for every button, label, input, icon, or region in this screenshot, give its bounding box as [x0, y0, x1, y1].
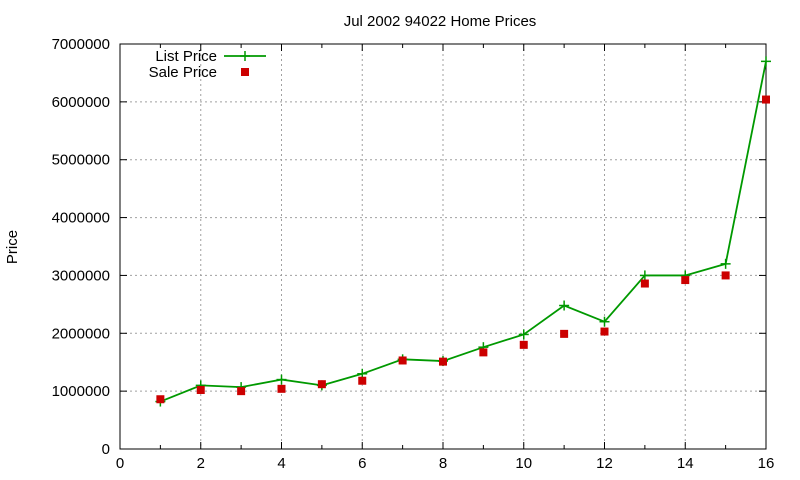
data-point	[358, 376, 367, 385]
data-point	[721, 271, 730, 280]
x-tick-label: 16	[758, 455, 775, 472]
y-tick-label: 2000000	[52, 325, 110, 342]
data-point	[599, 316, 610, 327]
data-point	[276, 374, 287, 385]
x-tick-label: 12	[596, 455, 613, 472]
y-tick-label: 4000000	[52, 210, 110, 227]
y-tick-label: 1000000	[52, 383, 110, 400]
x-tick-label: 2	[197, 455, 205, 472]
x-tick-label: 6	[358, 455, 366, 472]
series-list-price	[155, 56, 771, 407]
data-point	[720, 258, 731, 269]
series-layer	[155, 56, 771, 407]
x-tick-label: 10	[515, 455, 532, 472]
data-point	[639, 270, 650, 281]
y-tick-label: 6000000	[52, 94, 110, 111]
data-point	[156, 395, 165, 404]
x-tick-label: 8	[439, 455, 447, 472]
data-point	[518, 329, 529, 340]
grid	[120, 44, 766, 449]
data-point	[519, 340, 528, 349]
y-tick-label: 5000000	[52, 152, 110, 169]
plot-border	[119, 43, 767, 450]
legend-label: List Price	[155, 48, 217, 65]
series-line	[160, 61, 767, 403]
legend-swatch-marker	[241, 68, 249, 76]
data-point	[600, 327, 609, 336]
data-point	[317, 380, 326, 389]
x-tick-label: 14	[677, 455, 694, 472]
legend-label: Sale Price	[149, 64, 217, 81]
y-tick-label: 7000000	[52, 36, 110, 53]
axes: 0 1000000 2000000 3000000 4000000 5000000 6000…	[52, 36, 775, 472]
y-tick-label: 0	[102, 441, 110, 458]
y-axis-label: Price	[4, 230, 21, 264]
data-point	[196, 385, 205, 394]
data-point	[479, 348, 488, 357]
data-point	[398, 356, 407, 365]
data-point	[439, 357, 447, 366]
chart-title: Jul 2002 94022 Home Prices	[344, 13, 537, 30]
data-point	[277, 384, 286, 393]
data-point	[237, 387, 246, 396]
x-tick-label: 0	[116, 455, 124, 472]
data-point	[681, 276, 690, 285]
data-point	[559, 300, 570, 311]
data-point	[761, 56, 771, 67]
data-point	[560, 329, 569, 338]
x-tick-label: 4	[277, 455, 285, 472]
data-point	[762, 95, 770, 104]
series-sale-price	[156, 95, 770, 404]
y-tick-label: 3000000	[52, 267, 110, 284]
data-point	[640, 279, 649, 288]
